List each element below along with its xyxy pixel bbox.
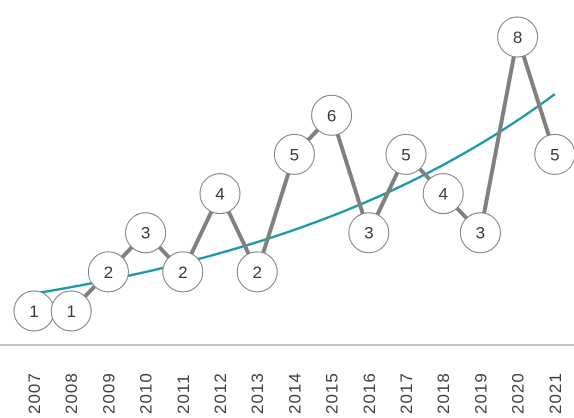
- data-point-marker: [125, 212, 167, 254]
- data-label: 8: [513, 28, 522, 47]
- data-label: 2: [104, 263, 113, 282]
- data-point-marker: [162, 251, 204, 293]
- x-tick-label: 2008: [62, 372, 81, 414]
- data-point-marker: [273, 133, 315, 175]
- x-tick-label: 2012: [211, 372, 230, 414]
- data-point-marker: [50, 290, 92, 332]
- data-point-marker: [87, 251, 129, 293]
- data-label: 3: [476, 224, 485, 243]
- data-point: 4: [199, 173, 241, 215]
- data-label: 5: [550, 145, 559, 164]
- data-label: 5: [290, 145, 299, 164]
- data-label: 4: [215, 185, 224, 204]
- x-tick-label: 2011: [174, 373, 193, 414]
- data-point: 3: [348, 212, 390, 254]
- data-point-marker: [459, 212, 501, 254]
- data-point-marker: [497, 16, 539, 58]
- x-tick-label: 2015: [323, 372, 342, 414]
- data-label: 2: [178, 263, 187, 282]
- data-point-marker: [348, 212, 390, 254]
- x-tick-label: 2014: [285, 372, 304, 414]
- x-tick-label: 2016: [360, 372, 379, 414]
- x-tick-label: 2019: [471, 372, 490, 414]
- data-label: 2: [252, 263, 261, 282]
- data-point-marker: [534, 133, 574, 175]
- data-label: 1: [29, 302, 38, 321]
- data-point: 1: [50, 290, 92, 332]
- data-point: 2: [236, 251, 278, 293]
- data-point-marker: [311, 94, 353, 136]
- data-point-marker: [199, 173, 241, 215]
- data-label: 1: [66, 302, 75, 321]
- data-point: 5: [273, 133, 315, 175]
- data-point: 8: [497, 16, 539, 58]
- data-point: 3: [459, 212, 501, 254]
- x-tick-label: 2010: [137, 372, 156, 414]
- data-label: 4: [438, 185, 447, 204]
- data-point: 1: [13, 290, 55, 332]
- x-tick-label: 2018: [434, 372, 453, 414]
- data-point-marker: [422, 173, 464, 215]
- data-point: 2: [162, 251, 204, 293]
- x-tick-labels: 2007 2008 2009 2010 2011 2012 2013 2014 2015 2016…: [25, 372, 565, 414]
- data-point: 5: [534, 133, 574, 175]
- data-point: 4: [422, 173, 464, 215]
- x-tick-label: 2013: [248, 372, 267, 414]
- data-point-marker: [236, 251, 278, 293]
- data-point: 3: [125, 212, 167, 254]
- data-label: 6: [327, 106, 336, 125]
- data-label: 3: [141, 224, 150, 243]
- x-tick-label: 2020: [509, 372, 528, 414]
- data-label: 3: [364, 224, 373, 243]
- data-point: 5: [385, 133, 427, 175]
- x-tick-label: 2009: [99, 372, 118, 414]
- x-tick-label: 2017: [397, 372, 416, 414]
- x-tick-label: 2021: [546, 372, 565, 414]
- data-point: 6: [311, 94, 353, 136]
- data-point: 2: [87, 251, 129, 293]
- data-point-marker: [385, 133, 427, 175]
- marker-layer: 1 1 2 3 2 4 2 5 6 3 5 4 3 8 5: [13, 16, 574, 332]
- x-tick-label: 2007: [25, 372, 44, 414]
- data-label: 5: [401, 145, 410, 164]
